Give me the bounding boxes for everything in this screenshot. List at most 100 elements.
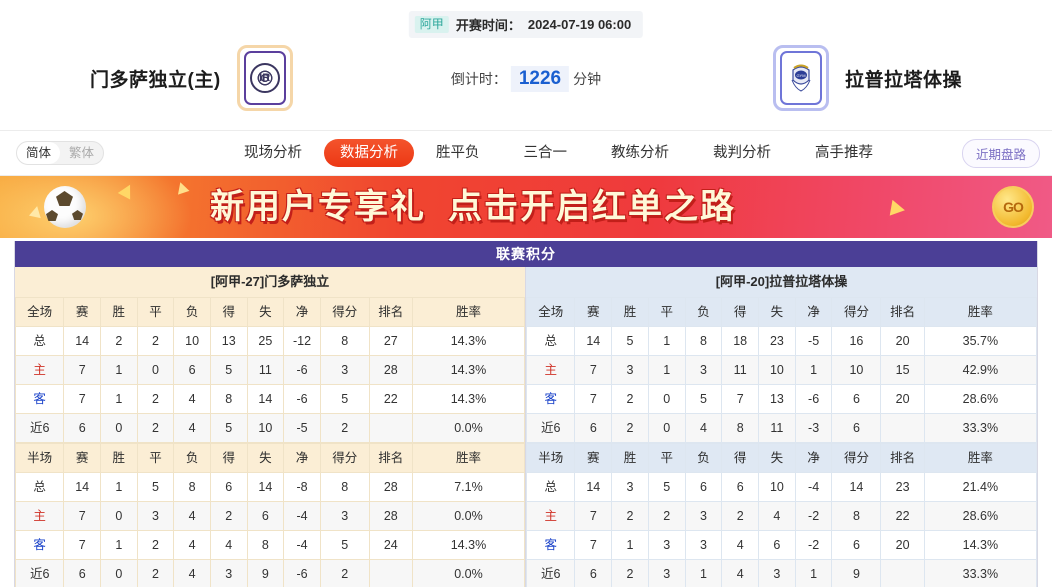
- row-label: 总: [525, 326, 576, 356]
- nav-tab-0[interactable]: 现场分析: [244, 145, 302, 161]
- cell-赛: 7: [63, 355, 101, 385]
- lang-traditional-option[interactable]: 繁体: [69, 146, 95, 160]
- cell-胜: 2: [611, 559, 649, 587]
- banner-glow: [0, 176, 200, 238]
- column-header-6: 失: [246, 443, 285, 473]
- cell-排名: 22: [368, 384, 413, 414]
- cell-平: 2: [136, 530, 175, 560]
- cell-负: 4: [173, 501, 211, 531]
- table-header-row: 全场赛胜平负得失净得分 排名 胜率: [14, 297, 526, 327]
- cell-得分: 5: [319, 384, 370, 414]
- cell-赛: 7: [574, 501, 613, 531]
- cell-负: 10: [173, 326, 211, 356]
- cell-赛: 6: [574, 559, 613, 587]
- table-row: 客 7 1 3 3 4 6 -2 6 20 14.3%: [525, 530, 1038, 560]
- panel-body: [阿甲-27]门多萨独立 全场赛胜平负得失净得分 排名 胜率总 14 2 2 10 13 25-…: [14, 267, 1038, 587]
- column-header-3: 平: [647, 443, 686, 473]
- nav-tab-5[interactable]: 裁判分析: [713, 145, 771, 161]
- cell-净: -6: [283, 355, 321, 385]
- cell-负: 5: [684, 384, 723, 414]
- kickoff-label: 开赛时间：: [455, 18, 521, 33]
- countdown-label: 倒计时：: [450, 71, 507, 87]
- cell-赛: 7: [574, 355, 613, 385]
- table-row: 总 14 5 1 8 18 23 -5 16 20 35.7%: [525, 326, 1038, 356]
- row-label: 总: [14, 472, 65, 502]
- nav-tab-4[interactable]: 教练分析: [611, 145, 669, 161]
- cell-排名: 27: [368, 326, 413, 356]
- cell-负: 4: [173, 559, 211, 587]
- right-stats-table-1: 半场赛胜平负得失净得分 排名 胜率总 14 3 5 6 6 10 -4 14 23 21.4% 主 7 2 2 3…: [525, 443, 1038, 587]
- cell-平: 3: [647, 559, 686, 587]
- cell-得: 13: [209, 326, 248, 356]
- cell-赛: 14: [63, 326, 101, 356]
- nav-tab-2[interactable]: 胜平负: [436, 145, 480, 161]
- cell-负: 8: [173, 472, 211, 502]
- column-header-1: 赛: [574, 297, 613, 327]
- cell-负: 6: [684, 472, 723, 502]
- cell-平: 2: [136, 413, 175, 443]
- cell-赛: 14: [574, 326, 613, 356]
- kickoff-time: 2024-07-19 06:00: [527, 17, 632, 32]
- cell-平: 5: [136, 472, 175, 502]
- cell-赛: 6: [63, 413, 101, 443]
- language-toggle[interactable]: 简体 繁体: [16, 141, 105, 165]
- cell-平: 0: [647, 413, 686, 443]
- table-row: 近6 6 0 2 4 5 10 -5 2 0.0%: [14, 413, 526, 443]
- nav-tab-3[interactable]: 三合一: [523, 145, 568, 161]
- cell-平: 0: [136, 355, 175, 385]
- cell-胜率: 28.6%: [923, 384, 1038, 414]
- nav-tab-6[interactable]: 高手推荐: [815, 145, 873, 161]
- column-header-10: 胜率: [411, 297, 526, 327]
- cell-胜: 1: [99, 530, 138, 560]
- cell-得: 5: [209, 413, 248, 443]
- cell-平: 2: [136, 384, 175, 414]
- column-header-8: 得分: [319, 297, 370, 327]
- lang-simplified-option[interactable]: 简体: [17, 142, 61, 164]
- cell-净: -6: [794, 384, 833, 414]
- soccer-ball-patch: [72, 210, 83, 220]
- cell-失: 13: [758, 384, 796, 414]
- recent-odds-button[interactable]: 近期盘路: [961, 138, 1040, 168]
- cell-胜率: 0.0%: [411, 501, 526, 531]
- away-team-block[interactable]: GYM 拉普拉塔体操: [772, 45, 962, 111]
- countdown-value: 1226: [510, 66, 570, 92]
- column-header-2: 胜: [611, 297, 649, 327]
- table-row: 总 14 3 5 6 6 10 -4 14 23 21.4%: [525, 472, 1038, 502]
- promo-banner[interactable]: 新用户专享礼 点击开启红单之路 GO: [0, 176, 1052, 238]
- cell-平: 3: [136, 501, 175, 531]
- column-header-10: 胜率: [411, 443, 526, 473]
- away-stats-side: [阿甲-20]拉普拉塔体操 全场赛胜平负得失净得分 排名 胜率总 14 5 1 8 18 23-…: [525, 267, 1038, 587]
- column-header-1: 赛: [574, 443, 613, 473]
- row-label: 近6: [14, 559, 65, 587]
- away-stats-heading: [阿甲-20]拉普拉塔体操: [526, 267, 1037, 297]
- cell-胜: 1: [611, 530, 649, 560]
- cell-赛: 14: [63, 472, 101, 502]
- row-label: 客: [525, 530, 576, 560]
- cell-得分: 10: [831, 355, 882, 385]
- cell-净: -6: [283, 384, 321, 414]
- row-label: 主: [14, 501, 65, 531]
- row-label: 主: [525, 355, 576, 385]
- table-row: 客 7 2 0 5 7 13 -6 6 20 28.6%: [525, 384, 1038, 414]
- table-header-row: 全场赛胜平负得失净得分 排名 胜率: [525, 297, 1038, 327]
- column-header-3: 平: [647, 297, 686, 327]
- row-label: 近6: [525, 413, 576, 443]
- cell-净: 1: [794, 355, 833, 385]
- column-header-0: 半场: [14, 443, 65, 473]
- cell-赛: 7: [574, 530, 613, 560]
- column-header-0: 全场: [14, 297, 65, 327]
- countdown-unit: 分钟: [573, 71, 602, 87]
- cell-得分: 5: [319, 530, 370, 560]
- nav-tab-1[interactable]: 数据分析: [324, 139, 414, 167]
- table-row: 主 7 3 1 3 11 10 1 10 15 42.9%: [525, 355, 1038, 385]
- column-header-9: 排名: [368, 443, 413, 473]
- cell-胜: 3: [611, 472, 649, 502]
- row-label: 主: [14, 355, 65, 385]
- cell-得分: 14: [831, 472, 882, 502]
- home-team-block[interactable]: 门多萨独立(主) IR: [90, 45, 293, 111]
- row-label: 客: [525, 384, 576, 414]
- cell-胜率: 0.0%: [411, 413, 526, 443]
- home-team-name: 门多萨独立(主): [90, 69, 221, 91]
- banner-go-button[interactable]: GO: [992, 186, 1034, 228]
- cell-平: 1: [647, 326, 686, 356]
